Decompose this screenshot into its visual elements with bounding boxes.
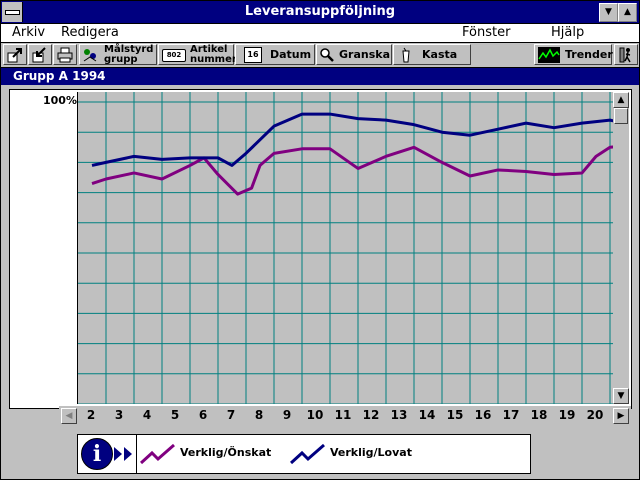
running-man-icon: [619, 47, 631, 63]
forward-arrows-icon: [114, 447, 132, 461]
series-line-1: [91, 112, 639, 167]
artikel-label-2: nummer: [190, 54, 237, 65]
trender-button[interactable]: Trender: [534, 44, 613, 65]
kasta-button[interactable]: Kasta: [393, 44, 471, 65]
legend-label-verklig-onskat: Verklig/Önskat: [180, 446, 272, 459]
export-button[interactable]: [3, 44, 27, 65]
legend-swatch-verklig-onskat: [140, 443, 175, 465]
y-axis-top-label: 100%: [43, 94, 77, 107]
group-title: Grupp A 1994: [13, 69, 106, 83]
minimize-button[interactable]: ▼: [599, 3, 618, 22]
target-group-icon: [83, 49, 97, 62]
x-tick-label: 20: [586, 408, 604, 422]
legend-swatch-verklig-lovat: [290, 443, 325, 465]
system-menu-icon: [5, 10, 20, 15]
scroll-right-button[interactable]: ▶: [613, 408, 629, 424]
group-header: Grupp A 1994: [1, 68, 639, 85]
import-button[interactable]: [28, 44, 52, 65]
export-icon: [7, 48, 22, 63]
printer-icon: [57, 47, 73, 63]
x-tick-label: 6: [198, 408, 208, 422]
x-tick-label: 13: [390, 408, 408, 422]
menu-hjalp[interactable]: Hjälp: [551, 25, 585, 40]
x-tick-label: 19: [558, 408, 576, 422]
legend: i Verklig/Önskat Verklig/Lovat: [77, 434, 531, 474]
malstyrd-label-2: grupp: [104, 54, 138, 65]
article-tag-icon: 802: [162, 49, 186, 62]
x-tick-label: 15: [446, 408, 464, 422]
series-line-0: [91, 144, 639, 196]
x-tick-label: 18: [530, 408, 548, 422]
x-tick-label: 2: [86, 408, 96, 422]
datum-button[interactable]: 16 Datum: [235, 44, 315, 65]
vertical-scrollbar[interactable]: ▲ ▼: [613, 92, 629, 404]
kasta-label: Kasta: [422, 48, 458, 61]
artikel-nummer-button[interactable]: 802 Artikel nummer: [158, 44, 237, 65]
line-chart: [78, 92, 639, 405]
window-title: Leveransuppföljning: [244, 4, 396, 19]
info-icon[interactable]: i: [81, 438, 113, 470]
trash-icon: [402, 47, 410, 63]
x-tick-label: 12: [362, 408, 380, 422]
menu-fonster[interactable]: Fönster: [462, 25, 511, 40]
title-bar[interactable]: Leveransuppföljning ▼ ▲: [1, 1, 639, 24]
menu-redigera[interactable]: Redigera: [61, 25, 119, 40]
x-tick-label: 7: [226, 408, 236, 422]
legend-divider: [136, 435, 137, 473]
malstyrd-label-1: Målstyrd: [104, 44, 154, 55]
datum-label: Datum: [270, 48, 312, 61]
x-tick-label: 5: [170, 408, 180, 422]
x-tick-label: 9: [282, 408, 292, 422]
x-tick-label: 16: [474, 408, 492, 422]
trend-chart-icon: [538, 47, 560, 63]
x-tick-label: 14: [418, 408, 436, 422]
menu-arkiv[interactable]: Arkiv: [12, 25, 46, 40]
scroll-down-button[interactable]: ▼: [613, 388, 629, 404]
print-button[interactable]: [53, 44, 77, 65]
granska-button[interactable]: Granska: [316, 44, 392, 65]
scroll-left-button[interactable]: ◀: [61, 408, 77, 424]
x-tick-label: 11: [334, 408, 352, 422]
legend-label-verklig-lovat: Verklig/Lovat: [330, 446, 412, 459]
exit-button[interactable]: [614, 44, 638, 65]
import-icon: [32, 47, 46, 63]
magnifier-icon: [320, 48, 334, 62]
x-tick-label: 17: [502, 408, 520, 422]
trender-label: Trender: [565, 48, 613, 61]
x-tick-label: 3: [114, 408, 124, 422]
calendar-icon: 16: [244, 47, 262, 63]
maximize-button[interactable]: ▲: [618, 3, 637, 22]
malstyrd-grupp-button[interactable]: Målstyrd grupp: [79, 44, 157, 65]
menu-bar: Arkiv Redigera Fönster Hjälp: [1, 24, 639, 43]
x-tick-label: 8: [254, 408, 264, 422]
system-menu-button[interactable]: [2, 2, 23, 22]
scroll-up-button[interactable]: ▲: [613, 92, 629, 108]
x-axis-bar: ◀ 2 3 4 5 6 7 8 9 10 11 12 13 14 15 16 17 18 19 20 ▶: [59, 406, 631, 426]
granska-label: Granska: [339, 48, 390, 61]
artikel-label-1: Artikel: [190, 44, 228, 55]
x-tick-label: 10: [306, 408, 324, 422]
x-tick-label: 4: [142, 408, 152, 422]
toolbar: Målstyrd grupp 802 Artikel nummer 16 Dat…: [1, 43, 639, 68]
plot-area: [77, 92, 639, 405]
scroll-thumb[interactable]: [614, 108, 628, 124]
